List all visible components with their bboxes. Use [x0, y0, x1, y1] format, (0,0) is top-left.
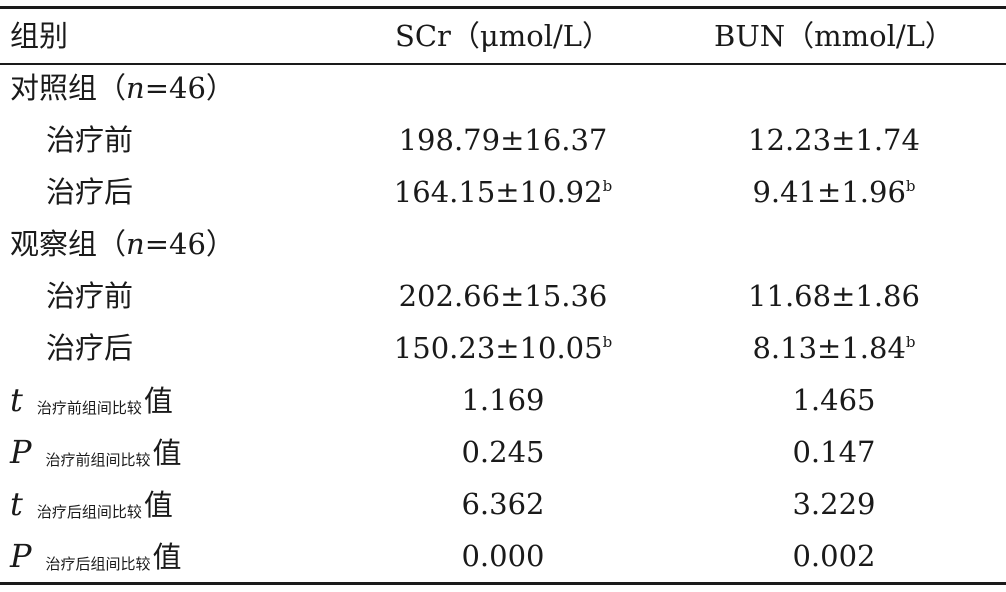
header-group: 组别: [10, 19, 69, 53]
significance-marker: b: [905, 333, 916, 351]
scr-value: 150.23±10.05b: [393, 331, 613, 365]
table-row: 治疗后 164.15±10.92b 9.41±1.96b: [0, 166, 1006, 218]
group-label-observation: 观察组（n=46）: [10, 227, 235, 261]
top-rule: [0, 6, 1006, 9]
stat-row: t 治疗前组间比较值 1.169 1.465: [0, 374, 1006, 426]
table-row: 治疗前 202.66±15.36 11.68±1.86: [0, 270, 1006, 322]
stat-row: P 治疗前组间比较值 0.245 0.147: [0, 426, 1006, 478]
bun-value: 12.23±1.74: [748, 123, 920, 157]
scr-stat: 0.245: [461, 435, 545, 469]
stat-label: t 治疗前组间比较值: [10, 381, 173, 419]
bun-stat: 3.229: [792, 487, 876, 521]
bun-value: 8.13±1.84b: [752, 331, 916, 365]
group-label-control: 对照组（n=46）: [10, 71, 235, 105]
table-row: 治疗后 150.23±10.05b 8.13±1.84b: [0, 322, 1006, 374]
group-row-control: 对照组（n=46）: [0, 62, 1006, 114]
significance-marker: b: [602, 333, 613, 351]
stat-label: P 治疗后组间比较值: [10, 537, 182, 575]
stat-row: t 治疗后组间比较值 6.362 3.229: [0, 478, 1006, 530]
bun-value: 11.68±1.86: [748, 279, 920, 313]
row-label: 治疗前: [46, 279, 134, 313]
header-rule: [0, 63, 1006, 65]
header-row: 组别 SCr（μmol/L） BUN（mmol/L）: [0, 10, 1006, 62]
stat-label: P 治疗前组间比较值: [10, 433, 182, 471]
bun-stat: 1.465: [792, 383, 876, 417]
group-row-observation: 观察组（n=46）: [0, 218, 1006, 270]
scr-value: 202.66±15.36: [398, 279, 608, 313]
scr-value: 164.15±10.92b: [393, 175, 613, 209]
scr-stat: 1.169: [461, 383, 545, 417]
header-scr: SCr（μmol/L）: [394, 19, 612, 53]
significance-marker: b: [905, 177, 916, 195]
stat-row: P 治疗后组间比较值 0.000 0.002: [0, 530, 1006, 582]
stat-label: t 治疗后组间比较值: [10, 485, 173, 523]
row-label: 治疗后: [46, 175, 134, 209]
bun-stat: 0.002: [792, 539, 876, 573]
significance-marker: b: [602, 177, 613, 195]
bottom-rule: [0, 582, 1006, 585]
bun-stat: 0.147: [792, 435, 876, 469]
bun-value: 9.41±1.96b: [752, 175, 916, 209]
scr-stat: 6.362: [461, 487, 545, 521]
header-bun: BUN（mmol/L）: [714, 19, 954, 53]
scr-stat: 0.000: [461, 539, 545, 573]
scr-value: 198.79±16.37: [398, 123, 608, 157]
row-label: 治疗后: [46, 331, 134, 365]
row-label: 治疗前: [46, 123, 134, 157]
table-row: 治疗前 198.79±16.37 12.23±1.74: [0, 114, 1006, 166]
